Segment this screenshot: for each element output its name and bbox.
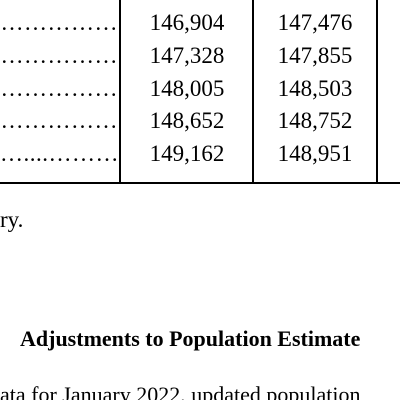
table-column-divider <box>376 0 378 183</box>
row-value-col2: 148,951 <box>277 141 353 166</box>
row-leader-dots: …………… <box>0 76 118 101</box>
row-value-col1: 148,652 <box>149 108 225 133</box>
table-column-divider <box>119 0 121 183</box>
row-value-col2: 148,503 <box>277 76 353 101</box>
row-value-col1: 149,162 <box>149 141 225 166</box>
row-leader-dots: …………… <box>0 43 118 68</box>
table-column-divider <box>252 0 254 183</box>
row-value-col1: 146,904 <box>149 10 225 35</box>
table-row: …………… 147,328 147,855 <box>0 39 400 72</box>
table-row: …………… 146,904 147,476 <box>0 6 400 39</box>
population-table: …………… 146,904 147,476 …………… 147,328 147,… <box>0 0 400 184</box>
row-leader-dots: …………… <box>0 108 118 133</box>
table-row: …………… 148,652 148,752 <box>0 104 400 137</box>
row-value-col1: 148,005 <box>149 76 225 101</box>
footnote-text: ry. <box>0 207 24 232</box>
row-value-col2: 147,855 <box>277 43 353 68</box>
row-value-col2: 148,752 <box>277 108 353 133</box>
section-heading: Adjustments to Population Estimate <box>20 326 361 351</box>
table-row: …………… 148,005 148,503 <box>0 72 400 105</box>
table-bottom-rule <box>0 182 400 184</box>
body-paragraph: ata for January 2022, updated population <box>0 382 361 400</box>
row-value-col1: 147,328 <box>149 43 225 68</box>
table-row: …....……… 149,162 148,951 <box>0 137 400 170</box>
row-leader-dots: …....……… <box>0 141 118 166</box>
row-value-col2: 147,476 <box>277 10 353 35</box>
row-leader-dots: …………… <box>0 10 118 35</box>
